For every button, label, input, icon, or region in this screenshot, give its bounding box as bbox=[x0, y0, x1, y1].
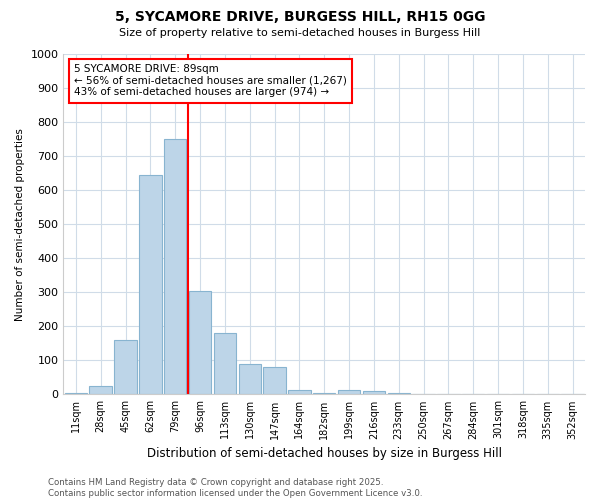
Bar bbox=[338, 390, 360, 394]
Bar bbox=[89, 386, 112, 394]
Text: Contains HM Land Registry data © Crown copyright and database right 2025.
Contai: Contains HM Land Registry data © Crown c… bbox=[48, 478, 422, 498]
Bar bbox=[214, 333, 236, 394]
Bar bbox=[288, 390, 311, 394]
Text: 5 SYCAMORE DRIVE: 89sqm
← 56% of semi-detached houses are smaller (1,267)
43% of: 5 SYCAMORE DRIVE: 89sqm ← 56% of semi-de… bbox=[74, 64, 347, 98]
Bar bbox=[139, 175, 161, 394]
Bar bbox=[189, 290, 211, 395]
Bar bbox=[239, 364, 261, 394]
Text: Size of property relative to semi-detached houses in Burgess Hill: Size of property relative to semi-detach… bbox=[119, 28, 481, 38]
Bar bbox=[363, 391, 385, 394]
Y-axis label: Number of semi-detached properties: Number of semi-detached properties bbox=[15, 128, 25, 320]
Bar bbox=[164, 139, 187, 394]
Bar bbox=[263, 367, 286, 394]
Text: 5, SYCAMORE DRIVE, BURGESS HILL, RH15 0GG: 5, SYCAMORE DRIVE, BURGESS HILL, RH15 0G… bbox=[115, 10, 485, 24]
Bar bbox=[65, 392, 87, 394]
X-axis label: Distribution of semi-detached houses by size in Burgess Hill: Distribution of semi-detached houses by … bbox=[147, 447, 502, 460]
Bar bbox=[115, 340, 137, 394]
